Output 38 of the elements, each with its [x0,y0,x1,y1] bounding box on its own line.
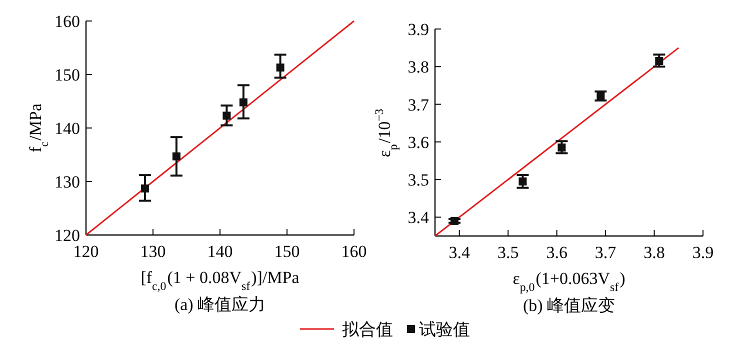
x-tick-label: 3.6 [546,243,568,262]
x-tick-label: 3.7 [594,243,617,262]
point [140,184,149,192]
x-tick-label: 3.5 [497,243,519,262]
x-tick-label: 3.8 [644,243,665,262]
x-tick-label: 140 [207,242,233,261]
text: (b) 峰值应变 [522,296,616,315]
y-tick-label: 3.4 [408,208,430,228]
point [276,64,284,72]
y-tick-label: 3.5 [408,170,429,190]
point [596,92,605,100]
y-tick-label: 3.9 [408,20,429,39]
x-axis-title: ε$_{p,0}$(1+0.063V$_{sf}$) [512,269,626,294]
legend-label: 试验值 [419,320,470,339]
y-tick-label: 160 [54,12,80,31]
y-tick-label: 130 [54,172,80,192]
x-tick-label: 3.9 [692,243,714,262]
point [518,177,527,186]
y-tick-label: 150 [54,66,80,84]
x-tick-label: 130 [140,242,166,261]
y-tick-label: 3.8 [408,58,429,77]
point [172,152,180,160]
legend-label: 拟合值 [342,320,393,339]
x-axis-title: [f$_{c,0}$(1 + 0.08V$_{sf}$)]/MPa [140,268,300,293]
y-tick-label: 3.6 [408,132,429,152]
point [558,144,566,152]
x-tick-label: 160 [341,242,367,261]
y-tick-label: 3.7 [408,95,430,114]
point [655,56,664,65]
y-tick-label: 120 [54,226,80,245]
point [222,112,231,120]
x-tick-label: 3.4 [448,243,470,262]
x-tick-label: 150 [274,242,300,261]
point [450,216,458,225]
point [239,98,248,106]
y-tick-label: 140 [54,119,80,138]
x-tick-label: 120 [73,242,99,261]
text: (a) 峰值应力 [174,295,266,314]
